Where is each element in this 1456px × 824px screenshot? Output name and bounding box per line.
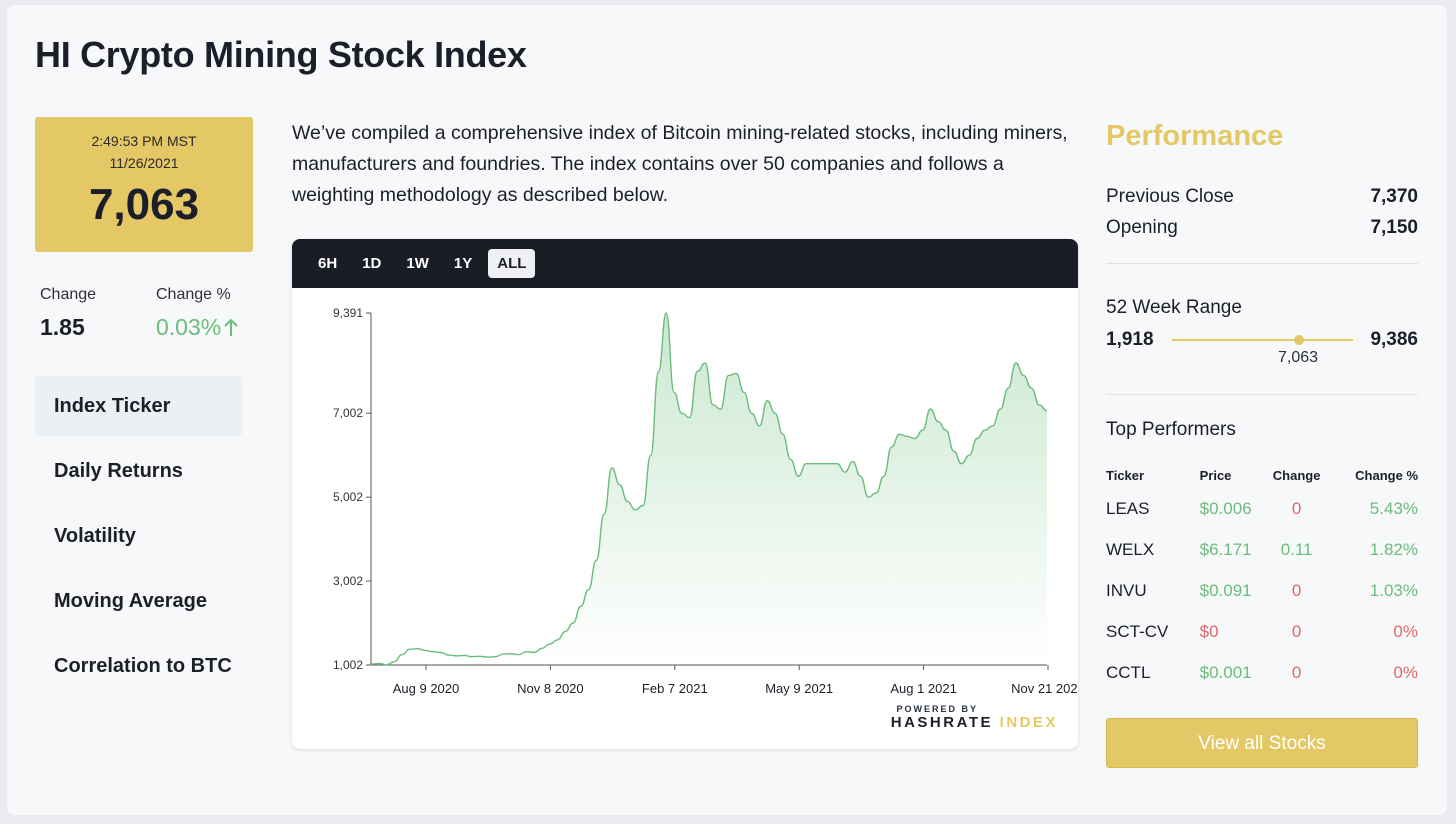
index-ticker-box: 2:49:53 PM MST 11/26/2021 7,063	[35, 117, 253, 252]
nav-item-index-ticker[interactable]: Index Ticker	[35, 376, 242, 436]
opening-value: 7,150	[1370, 217, 1418, 238]
ticker-value: 7,063	[88, 180, 200, 229]
series-area	[371, 313, 1047, 665]
range-track	[1172, 339, 1353, 341]
range-high-value: 9,386	[1370, 329, 1418, 350]
ticker-time: 2:49:53 PM MST 11/26/2021	[35, 130, 253, 174]
nav-item-volatility[interactable]: Volatility	[54, 525, 136, 547]
change-cell: 0	[1291, 621, 1302, 641]
divider	[1106, 263, 1418, 264]
ticker-time-text: 2:49:53 PM MST	[91, 133, 197, 149]
chart-card: 6H 1D 1W 1Y ALL 1,002 3,002 5,002 7,002 9,39…	[292, 239, 1078, 749]
sidebar-nav: Index Ticker Daily Returns Volatility Mo…	[35, 376, 242, 701]
previous-close-label: Previous Close	[1106, 186, 1234, 207]
change-pct-cell: 1.82%	[1369, 539, 1418, 559]
ticker-cell: WELX	[1106, 539, 1155, 559]
change-label: Change	[40, 286, 97, 303]
col-change: Change	[1272, 467, 1321, 483]
table-row[interactable]: SCT-CV $0 0 0%	[1106, 611, 1418, 652]
change-pct-value: 0.03%	[156, 314, 222, 340]
x-tick-label: May 9 2021	[765, 681, 833, 696]
price-cell: $6.171	[1199, 539, 1252, 559]
change-pct-block: Change % 0.03%	[156, 286, 239, 341]
divider	[1106, 394, 1418, 395]
ticker-cell: CCTL	[1106, 662, 1151, 682]
x-tick-label: Feb 7 2021	[642, 681, 708, 696]
change-cell: 0	[1291, 580, 1302, 600]
x-tick-label: Nov 21 2021	[1011, 681, 1078, 696]
arrow-up-icon	[224, 318, 238, 336]
tab-1y[interactable]: 1Y	[453, 255, 473, 272]
change-block: Change 1.85	[40, 286, 96, 341]
chart-range-tabs: 6H 1D 1W 1Y ALL	[292, 239, 1078, 288]
previous-close-value: 7,370	[1370, 186, 1418, 207]
ticker-cell: SCT-CV	[1106, 621, 1169, 641]
52-week-range: 1,918 7,063 9,386	[1106, 329, 1418, 369]
hashrate-index-logo: HASHRATE INDEX	[891, 714, 1058, 731]
powered-by-label: POWERED BY	[896, 704, 978, 714]
range-label: 52 Week Range	[1106, 297, 1242, 318]
y-tick-label: 1,002	[333, 658, 363, 672]
range-marker	[1294, 335, 1304, 345]
x-tick-label: Nov 8 2020	[517, 681, 584, 696]
price-cell: $0.001	[1199, 662, 1252, 682]
change-pct-cell: 0%	[1393, 662, 1418, 682]
ticker-cell: INVU	[1106, 580, 1147, 600]
price-cell: $0	[1199, 621, 1219, 641]
table-row[interactable]: LEAS $0.006 0 5.43%	[1106, 488, 1418, 529]
table-row[interactable]: INVU $0.091 0 1.03%	[1106, 570, 1418, 611]
ticker-date-text: 11/26/2021	[109, 155, 179, 171]
y-tick-label: 3,002	[333, 574, 363, 588]
ticker-cell: LEAS	[1106, 498, 1150, 518]
change-pct-cell: 5.43%	[1369, 498, 1418, 518]
nav-item-moving-average[interactable]: Moving Average	[54, 590, 207, 612]
change-value: 1.85	[40, 314, 85, 340]
col-change-pct: Change %	[1355, 467, 1418, 483]
tab-all[interactable]: ALL	[488, 249, 536, 278]
change-cell: 0	[1291, 662, 1302, 682]
index-chart[interactable]: 1,002 3,002 5,002 7,002 9,391 Aug 9 2020 Nov 8…	[292, 288, 1078, 708]
x-tick-label: Aug 9 2020	[393, 681, 460, 696]
y-tick-label: 9,391	[333, 306, 363, 320]
change-cell: 0.11	[1280, 539, 1313, 559]
change-pct-cell: 0%	[1393, 621, 1418, 641]
brand-accent: INDEX	[999, 714, 1058, 731]
intro-text: We’ve compiled a comprehensive index of …	[292, 122, 1068, 206]
table-row[interactable]: WELX $6.171 0.11 1.82%	[1106, 529, 1418, 570]
x-tick-label: Aug 1 2021	[890, 681, 957, 696]
tab-1d[interactable]: 1D	[362, 255, 382, 272]
top-performers-title: Top Performers	[1106, 419, 1236, 440]
nav-item-daily-returns[interactable]: Daily Returns	[54, 460, 183, 482]
page-title: HI Crypto Mining Stock Index	[35, 34, 527, 75]
brand-main: HASHRATE	[890, 714, 1000, 731]
price-cell: $0.091	[1199, 580, 1252, 600]
view-all-stocks-button[interactable]: View all Stocks	[1106, 718, 1418, 768]
performance-title: Performance	[1106, 120, 1284, 152]
col-price: Price	[1199, 467, 1232, 483]
opening-label: Opening	[1106, 217, 1178, 238]
change-pct-label: Change %	[156, 286, 231, 303]
change-pct-cell: 1.03%	[1369, 580, 1418, 600]
top-performers-table: Ticker Price Change Change % LEAS $0.006 0…	[1106, 462, 1418, 693]
y-tick-label: 5,002	[333, 490, 363, 504]
table-row[interactable]: CCTL $0.001 0 0%	[1106, 652, 1418, 693]
col-ticker: Ticker	[1106, 467, 1145, 483]
nav-item-correlation-to-btc[interactable]: Correlation to BTC	[54, 655, 232, 677]
table-header-row: Ticker Price Change Change %	[1106, 462, 1418, 488]
change-cell: 0	[1291, 498, 1302, 518]
tab-1w[interactable]: 1W	[406, 255, 429, 272]
price-cell: $0.006	[1199, 498, 1252, 518]
y-tick-label: 7,002	[333, 406, 363, 420]
previous-close-row: Previous Close 7,370	[1106, 186, 1418, 208]
range-low-value: 1,918	[1106, 329, 1154, 350]
range-current-value: 7,063	[1278, 349, 1319, 366]
change-pct-value-row: 0.03%	[156, 314, 239, 341]
tab-6h[interactable]: 6H	[318, 255, 338, 272]
opening-row: Opening 7,150	[1106, 217, 1418, 239]
series-line	[370, 312, 1048, 666]
